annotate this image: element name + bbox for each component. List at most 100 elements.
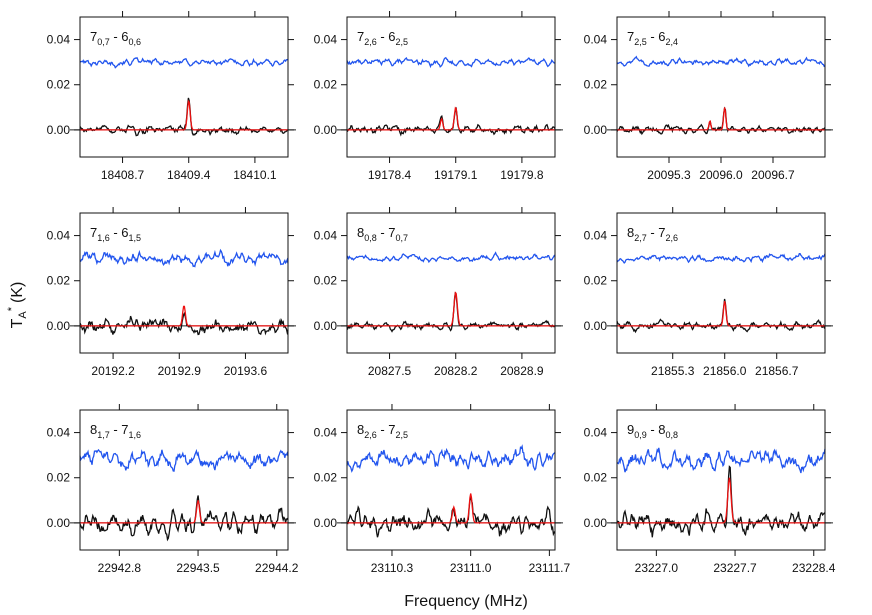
y-tick-label: 0.02 [47,274,71,288]
offset-spectrum-line [616,253,826,264]
panel-frame [79,16,289,158]
transition-term: 7 [90,29,97,44]
transition-label: 82,6 - 72,5 [357,422,408,440]
offset-spectrum-line [79,56,289,69]
y-axis-title-sup: * [6,306,18,311]
y-tick-label: 0.04 [584,33,608,47]
y-axis-title-unit: (K) [9,282,26,303]
transition-label: 71,6 - 61,5 [90,225,141,243]
y-tick-label: 0.04 [314,426,338,440]
fit-line [617,107,825,131]
x-tick-label: 22942.8 [98,561,142,575]
transition-term: - 7 [647,225,666,240]
x-tick-label: 23228.4 [792,561,836,575]
y-axis-title-main: T [9,318,26,328]
fit-line [347,106,555,131]
transition-subscript: 0,9 [634,430,647,440]
transition-label: 90,9 - 80,8 [627,422,678,440]
transition-term: 7 [357,29,364,44]
offset-spectrum-line [616,447,826,474]
transition-label: 80,8 - 70,7 [357,225,408,243]
transition-term: - 7 [110,422,129,437]
fit-line [80,99,288,131]
spectrum-panel: 0.00 0.02 0.04 22942.8 22943.5 22944.2 81,7 - … [47,404,299,575]
transition-subscript: 1,6 [97,233,110,243]
x-tick-label: 19179.8 [500,168,544,182]
transition-term: 8 [627,225,634,240]
transition-term: - 6 [110,225,129,240]
observed-spectrum-line [79,495,289,542]
transition-subscript: 2,6 [666,233,679,243]
transition-term: 8 [357,422,364,437]
x-tick-label: 20193.6 [224,364,268,378]
x-tick-label: 20192.9 [158,364,202,378]
x-tick-label: 18410.1 [233,168,277,182]
spectrum-panel: 0.00 0.02 0.04 19178.4 19179.1 19179.8 72,6 - … [314,11,563,182]
y-tick-label: 0.00 [584,319,608,333]
y-tick-label: 0.02 [584,78,608,92]
observed-spectrum-line [616,298,826,334]
transition-term: - 7 [377,422,396,437]
spectrum-panel: 0.00 0.02 0.04 20827.5 20828.2 20828.9 80,8 - … [314,207,563,378]
x-axis-title: Frequency (MHz) [404,593,528,610]
panel-frame [616,212,826,354]
y-tick-label: 0.00 [314,319,338,333]
y-tick-label: 0.02 [314,471,338,485]
fit-line [347,493,555,524]
spectrum-panel: 0.00 0.02 0.04 20095.3 20096.0 20096.7 72,5 - … [584,11,833,182]
y-tick-label: 0.00 [584,123,608,137]
y-tick-label: 0.02 [47,78,71,92]
x-tick-label: 23227.0 [635,561,679,575]
y-tick-label: 0.00 [47,516,71,530]
x-tick-label: 21856.0 [703,364,747,378]
y-tick-label: 0.00 [47,123,71,137]
transition-term: - 7 [377,225,396,240]
x-tick-label: 18409.4 [167,168,211,182]
observed-spectrum-line [346,496,556,538]
transition-term: 9 [627,422,634,437]
panel-frame [346,16,556,158]
x-tick-label: 20095.3 [647,168,691,182]
y-tick-label: 0.00 [314,123,338,137]
observed-spectrum-line [346,106,556,137]
offset-spectrum-line [616,55,826,68]
y-tick-label: 0.02 [584,471,608,485]
x-tick-label: 20828.9 [500,364,544,378]
fit-line [347,291,555,327]
transition-subscript: 0,8 [364,233,377,243]
x-tick-label: 22943.5 [176,561,220,575]
x-tick-label: 21856.7 [755,364,799,378]
transition-label: 81,7 - 71,6 [90,422,141,440]
y-tick-label: 0.00 [47,319,71,333]
panel-frame [79,409,289,551]
y-axis-title-sub: A [17,311,29,319]
x-tick-label: 19178.4 [368,168,412,182]
transition-subscript: 0,7 [97,37,110,47]
transition-subscript: 0,7 [396,233,409,243]
y-tick-label: 0.04 [314,229,338,243]
panel-frame [346,212,556,354]
panel-frame [616,409,826,551]
transition-label: 82,7 - 72,6 [627,225,678,243]
x-tick-label: 21855.3 [651,364,695,378]
transition-subscript: 2,7 [634,233,647,243]
transition-subscript: 2,5 [396,37,409,47]
offset-spectrum-line [79,248,289,268]
transition-subscript: 1,5 [129,233,142,243]
fit-line [617,477,825,524]
y-tick-label: 0.04 [314,33,338,47]
x-tick-label: 23227.7 [713,561,757,575]
y-tick-label: 0.04 [47,33,71,47]
transition-subscript: 2,6 [364,37,377,47]
x-tick-label: 20192.2 [91,364,135,378]
transition-subscript: 2,4 [666,37,679,47]
transition-term: 7 [627,29,634,44]
x-tick-label: 23110.3 [371,561,414,575]
spectrum-panel: 0.00 0.02 0.04 20192.2 20192.9 20193.6 71,6 - … [47,207,296,378]
x-tick-label: 18408.7 [101,168,145,182]
spectrum-panel: 0.00 0.02 0.04 23110.3 23111.0 23111.7 82,6 - … [314,404,570,575]
y-tick-label: 0.04 [47,426,71,440]
y-tick-label: 0.02 [47,471,71,485]
x-tick-label: 20096.7 [751,168,795,182]
